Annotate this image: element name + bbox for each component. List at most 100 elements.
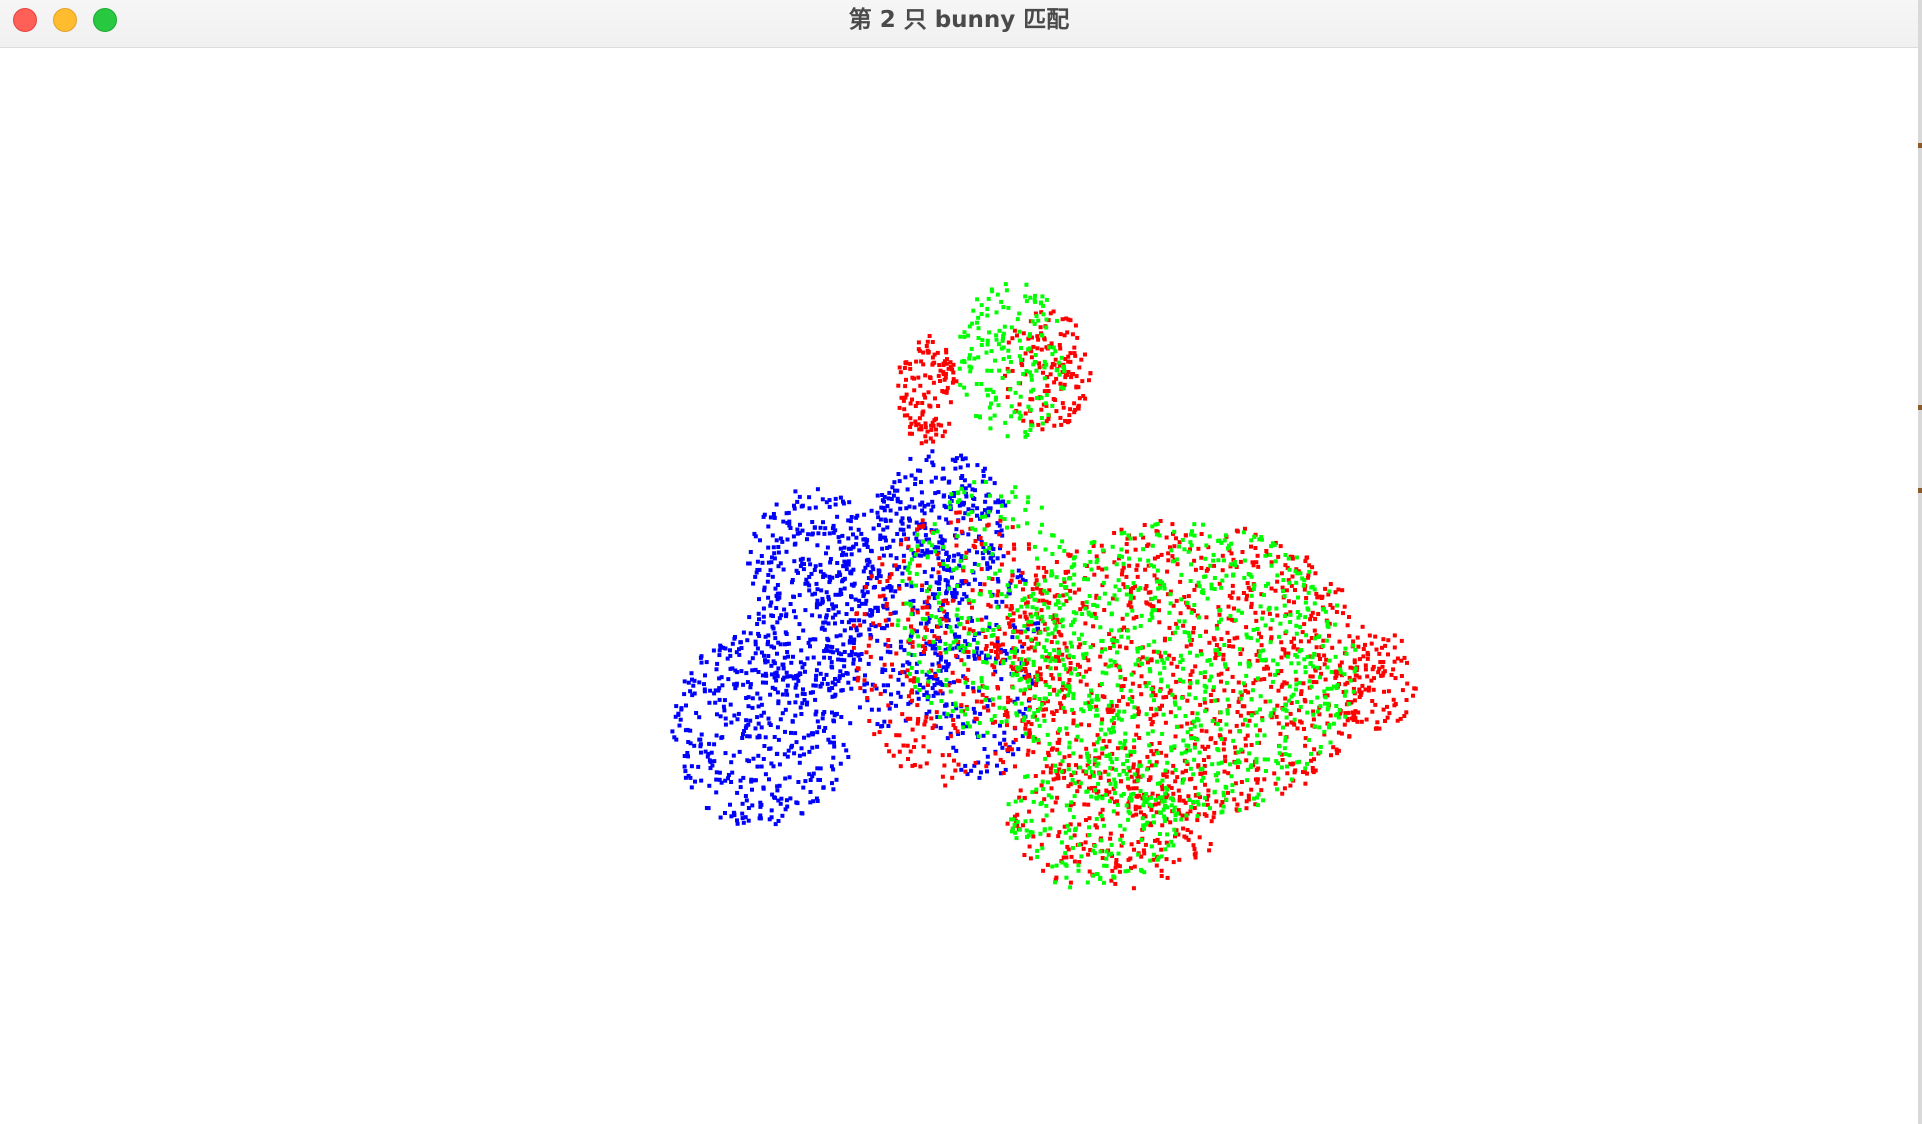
red-point — [938, 689, 943, 694]
green-point — [1086, 610, 1091, 615]
red-point — [1098, 811, 1103, 816]
green-point — [1188, 650, 1192, 655]
blue-point — [714, 790, 719, 795]
green-point — [1035, 848, 1040, 853]
blue-point — [907, 516, 911, 521]
green-point — [1032, 360, 1037, 365]
red-point — [1129, 866, 1133, 871]
blue-point — [972, 710, 977, 715]
green-point — [1189, 805, 1193, 809]
red-point — [920, 401, 925, 405]
green-point — [1117, 665, 1122, 670]
red-point — [979, 699, 984, 704]
red-point — [1302, 727, 1306, 731]
green-point — [1045, 732, 1050, 737]
green-point — [1080, 612, 1085, 616]
red-point — [916, 548, 920, 553]
blue-point — [939, 654, 944, 659]
green-point — [1037, 723, 1042, 728]
red-point — [936, 635, 941, 640]
blue-point — [766, 639, 770, 644]
blue-point — [699, 778, 704, 783]
red-point — [1017, 795, 1022, 800]
blue-point — [853, 597, 858, 602]
blue-point — [746, 818, 751, 823]
blue-point — [995, 556, 1000, 561]
blue-point — [865, 582, 870, 586]
blue-point — [941, 566, 946, 570]
green-point — [1237, 807, 1242, 812]
blue-point — [776, 699, 781, 704]
blue-point — [686, 754, 690, 759]
green-point — [1294, 555, 1299, 560]
blue-point — [838, 669, 843, 674]
green-point — [1053, 658, 1058, 663]
blue-point — [953, 635, 958, 640]
blue-point — [815, 543, 820, 548]
red-point — [1023, 351, 1028, 356]
green-point — [1017, 416, 1022, 421]
red-point — [1175, 775, 1180, 780]
blue-point — [964, 494, 969, 499]
close-window-icon[interactable] — [13, 8, 37, 32]
red-point — [1186, 594, 1191, 599]
red-point — [916, 340, 921, 345]
blue-point — [830, 645, 835, 650]
blue-point — [755, 764, 760, 769]
red-point — [1097, 755, 1102, 760]
blue-point — [690, 693, 695, 698]
title-bar[interactable]: 第 2 只 bunny 匹配 — [0, 0, 1918, 48]
green-point — [1282, 614, 1287, 618]
red-point — [905, 668, 910, 673]
red-point — [1196, 546, 1201, 551]
blue-point — [917, 682, 922, 687]
green-point — [1064, 592, 1069, 597]
green-point — [929, 614, 934, 618]
red-point — [1164, 695, 1169, 699]
red-point — [1144, 584, 1149, 588]
red-point — [1370, 709, 1375, 714]
minimize-window-icon[interactable] — [53, 8, 77, 32]
red-point — [1021, 823, 1025, 828]
green-point — [994, 310, 999, 315]
red-point — [1361, 654, 1366, 659]
green-point — [1039, 300, 1043, 305]
green-point — [1114, 639, 1119, 644]
red-point — [1031, 344, 1036, 349]
red-point — [973, 539, 978, 543]
red-point — [954, 543, 959, 548]
point-cloud-canvas[interactable] — [0, 48, 1918, 1124]
green-point — [1034, 787, 1039, 792]
red-point — [1134, 812, 1139, 817]
green-point — [1240, 610, 1244, 615]
red-point — [1064, 645, 1069, 650]
red-point — [1083, 840, 1088, 845]
red-point — [1255, 553, 1260, 558]
red-point — [954, 379, 959, 384]
blue-point — [818, 562, 823, 567]
red-point — [1191, 630, 1196, 635]
green-point — [1276, 761, 1280, 766]
window-title: 第 2 只 bunny 匹配 — [848, 7, 1070, 33]
zoom-window-icon[interactable] — [93, 8, 117, 32]
green-point — [1337, 708, 1342, 713]
green-point — [1230, 783, 1235, 788]
green-point — [1284, 702, 1288, 707]
green-point — [1195, 679, 1200, 684]
red-point — [1072, 401, 1077, 406]
red-point — [1041, 818, 1046, 823]
red-point — [1168, 545, 1172, 550]
green-point — [953, 701, 958, 706]
red-point — [1067, 413, 1072, 418]
red-point — [920, 518, 925, 523]
red-point — [1056, 740, 1061, 745]
red-point — [1007, 621, 1012, 626]
blue-point — [798, 557, 803, 562]
green-point — [1135, 646, 1140, 651]
red-point — [1194, 793, 1199, 797]
point-cloud-viewer[interactable] — [0, 48, 1918, 1124]
blue-point — [875, 609, 880, 613]
red-point — [1268, 672, 1273, 677]
blue-point — [768, 746, 773, 751]
blue-point — [959, 579, 964, 584]
